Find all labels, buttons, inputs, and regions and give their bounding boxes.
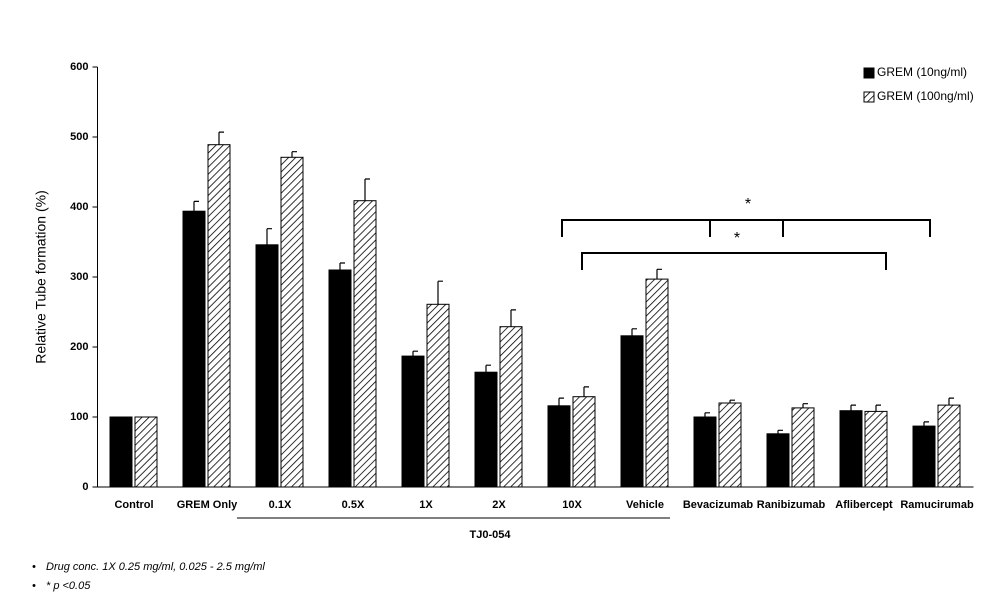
bar xyxy=(109,416,133,488)
error-bar xyxy=(583,386,589,397)
y-tick-label: 300 xyxy=(70,271,88,283)
error-bar xyxy=(850,404,856,411)
bar xyxy=(499,326,523,488)
bar xyxy=(401,355,425,488)
bar xyxy=(937,404,961,488)
significance-brackets xyxy=(561,219,931,270)
error-bar xyxy=(704,412,710,417)
x-tick-label: 10X xyxy=(562,499,582,511)
error-bar xyxy=(558,397,564,406)
x-tick-label: Control xyxy=(114,499,153,511)
x-tick-label: 0.5X xyxy=(342,499,365,511)
legend-label: GREM (10ng/ml) xyxy=(877,65,967,79)
bar xyxy=(718,402,742,488)
error-bar xyxy=(266,228,272,245)
error-bar xyxy=(631,328,637,336)
error-bar xyxy=(777,429,783,434)
bar xyxy=(547,405,571,488)
x-tick-label: Ranibizumab xyxy=(757,499,826,511)
legend-label: GREM (100ng/ml) xyxy=(877,89,974,103)
legend-swatch xyxy=(863,91,875,103)
bracket xyxy=(581,252,887,270)
bar xyxy=(864,410,888,488)
legend-swatch xyxy=(863,67,875,79)
error-bar xyxy=(729,399,735,403)
bar xyxy=(328,269,352,488)
bar xyxy=(912,425,936,488)
bar xyxy=(182,210,206,488)
bar xyxy=(426,303,450,488)
x-tick-label: Vehicle xyxy=(626,499,664,511)
footnote: Drug conc. 1X 0.25 mg/ml, 0.025 - 2.5 mg… xyxy=(46,561,265,573)
error-bar xyxy=(364,178,370,201)
bar xyxy=(693,416,717,488)
y-tick-label: 400 xyxy=(70,201,88,213)
y-tick-label: 500 xyxy=(70,131,88,143)
bar xyxy=(645,278,669,488)
x-tick-label: Bevacizumab xyxy=(683,499,754,511)
footnote: * p <0.05 xyxy=(46,580,91,592)
x-tick-label: GREM Only xyxy=(177,499,238,511)
error-bar xyxy=(510,309,516,327)
bar xyxy=(280,156,304,488)
error-bar xyxy=(193,200,199,212)
error-bar xyxy=(875,404,881,412)
error-bar xyxy=(656,268,662,280)
error-bar xyxy=(291,151,297,158)
error-bar xyxy=(802,403,808,408)
bullet: • xyxy=(32,580,36,592)
bar xyxy=(839,410,863,488)
error-bar xyxy=(218,131,224,145)
error-bar xyxy=(339,262,345,270)
bar xyxy=(207,144,231,488)
x-tick-label: Ramucirumab xyxy=(900,499,974,511)
bullet: • xyxy=(32,561,36,573)
x-tick-label: 1X xyxy=(419,499,433,511)
error-bar xyxy=(923,421,929,427)
bar xyxy=(474,371,498,488)
error-bar xyxy=(485,364,491,373)
bar xyxy=(620,335,644,488)
x-tick-label: Aflibercept xyxy=(835,499,893,511)
y-axis-label: Relative Tube formation (%) xyxy=(33,190,49,364)
error-bar xyxy=(437,280,443,305)
y-tick-label: 0 xyxy=(82,481,88,493)
x-tick-label: 2X xyxy=(492,499,506,511)
bar xyxy=(134,416,158,488)
x-tick-label: 0.1X xyxy=(269,499,292,511)
bar xyxy=(766,433,790,488)
group-label: TJ0-054 xyxy=(470,529,512,541)
y-tick-label: 200 xyxy=(70,341,88,353)
y-tick-label: 100 xyxy=(70,411,88,423)
error-bar xyxy=(412,350,418,357)
bracket xyxy=(561,219,931,237)
bar xyxy=(791,407,815,488)
y-tick-label: 600 xyxy=(70,61,88,73)
bar xyxy=(255,244,279,488)
annotation: * xyxy=(745,196,751,213)
bar xyxy=(353,200,377,488)
annotation: * xyxy=(734,230,740,247)
error-bar xyxy=(948,397,954,406)
bar xyxy=(572,396,596,488)
